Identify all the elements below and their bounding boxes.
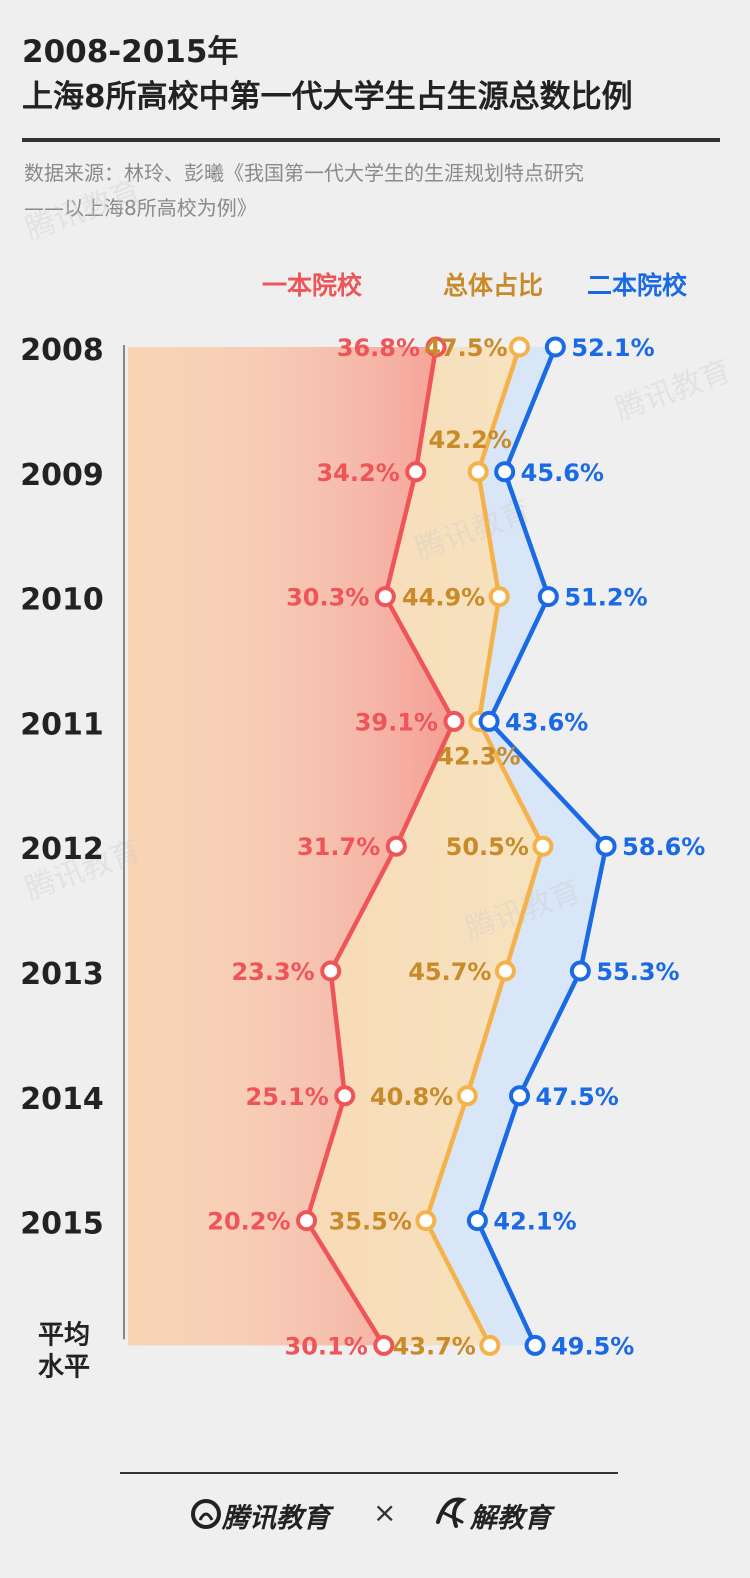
source-line-1: 数据来源：林玲、彭曦《我国第一代大学生的生涯规划特点研究 (24, 161, 584, 185)
tier2-point-6 (509, 1085, 530, 1107)
overall-label-6: 40.8% (370, 1083, 453, 1111)
tier1-point-0 (425, 336, 447, 358)
tier2-point-3 (478, 710, 500, 732)
overall-point-5 (494, 960, 516, 982)
tier2-label-7: 42.1% (493, 1208, 576, 1236)
legend-item-tier2: 二本院校 (587, 271, 688, 300)
tier1-label-4: 31.7% (297, 833, 380, 861)
overall-point-7 (415, 1210, 437, 1232)
tier2-label-5: 55.3% (596, 958, 679, 986)
legend-item-tier1: 一本院校 (262, 271, 363, 300)
source-line-2: ——以上海8所高校为例》 (24, 196, 257, 220)
overall-label-0: 47.5% (424, 334, 507, 362)
tier1-label-7: 20.2% (207, 1208, 290, 1236)
overall-label-2: 44.9% (402, 584, 485, 612)
tier2-point-2 (537, 586, 559, 608)
times-sign: × (373, 1496, 397, 1529)
category-label-avg-0: 平均 (38, 1320, 90, 1350)
overall-point-0 (509, 336, 530, 358)
tier2-label-8: 49.5% (551, 1332, 634, 1360)
tencent-education-logo-icon (191, 1499, 221, 1529)
tier1-band (128, 347, 454, 1346)
line-chart: 腾讯教育腾讯教育腾讯教育腾讯教育腾讯教育20082009201020112012… (20, 174, 736, 1383)
category-label-2015: 2015 (20, 1207, 104, 1242)
tier1-label-0: 36.8% (337, 334, 420, 362)
title-line-2: 上海8所高校中第一代大学生占生源总数比例 (22, 79, 633, 115)
tier2-point-4 (595, 835, 617, 857)
overall-point-6 (456, 1085, 478, 1107)
tier1-point-8 (373, 1334, 395, 1356)
tier1-point-5 (320, 960, 342, 982)
footer: 腾讯教育 × 解教育 (0, 1490, 750, 1540)
category-label-2012: 2012 (20, 832, 104, 867)
tier1-point-7 (296, 1210, 318, 1232)
tier1-label-1: 34.2% (316, 459, 399, 487)
overall-label-7: 35.5% (329, 1208, 412, 1236)
category-label-2011: 2011 (20, 707, 104, 742)
overall-label-5: 45.7% (408, 958, 491, 986)
tier2-label-1: 45.6% (521, 459, 604, 487)
brand-jie-education: 解教育 (470, 1503, 551, 1534)
tier2-point-0 (544, 336, 566, 358)
category-label-2009: 2009 (20, 458, 104, 493)
category-label-avg-1: 水平 (38, 1352, 90, 1382)
category-label-2010: 2010 (20, 583, 104, 618)
overall-label-1: 42.2% (429, 426, 512, 454)
watermark-0: 腾讯教育 (21, 174, 146, 248)
data-source: 数据来源：林玲、彭曦《我国第一代大学生的生涯规划特点研究 ——以上海8所高校为例… (24, 156, 724, 226)
tier2-label-0: 52.1% (571, 334, 654, 362)
category-label-2014: 2014 (20, 1082, 104, 1117)
tier1-label-8: 30.1% (285, 1332, 368, 1360)
overall-label-8: 43.7% (393, 1332, 476, 1360)
tier1-point-3 (443, 710, 465, 732)
tier2-label-2: 51.2% (564, 584, 647, 612)
chart-title: 2008-2015年 上海8所高校中第一代大学生占生源总数比例 (22, 30, 732, 120)
watermark-1: 腾讯教育 (611, 354, 736, 428)
tier2-point-7 (466, 1210, 488, 1232)
tier1-label-2: 30.3% (286, 584, 369, 612)
legend-item-overall: 总体占比 (443, 271, 544, 300)
tier1-label-3: 39.1% (355, 708, 438, 736)
tier1-point-4 (385, 835, 407, 857)
tier2-label-3: 43.6% (505, 708, 588, 736)
category-label-2008: 2008 (20, 333, 104, 368)
overall-label-4: 50.5% (446, 833, 529, 861)
tier1-label-5: 23.3% (231, 958, 314, 986)
overall-point-2 (488, 586, 510, 608)
tier1-point-2 (374, 586, 396, 608)
tier1-point-1 (405, 461, 427, 483)
tier2-label-6: 47.5% (536, 1083, 619, 1111)
footer-divider (120, 1472, 618, 1474)
tier1-label-6: 25.1% (246, 1083, 329, 1111)
overall-label-3: 42.3% (437, 742, 520, 770)
brand-tencent-education: 腾讯教育 (222, 1503, 330, 1534)
tier2-label-4: 58.6% (622, 833, 705, 861)
jie-education-logo-icon (436, 1497, 467, 1528)
overall-point-8 (479, 1334, 501, 1356)
tier1-point-6 (334, 1085, 356, 1107)
overall-point-1 (467, 461, 489, 483)
tier2-point-8 (524, 1334, 546, 1356)
tier2-point-5 (569, 960, 591, 982)
tier2-point-1 (494, 461, 516, 483)
category-label-2013: 2013 (20, 957, 104, 992)
overall-point-4 (532, 835, 554, 857)
title-line-1: 2008-2015年 (22, 34, 239, 70)
title-divider (22, 138, 720, 142)
